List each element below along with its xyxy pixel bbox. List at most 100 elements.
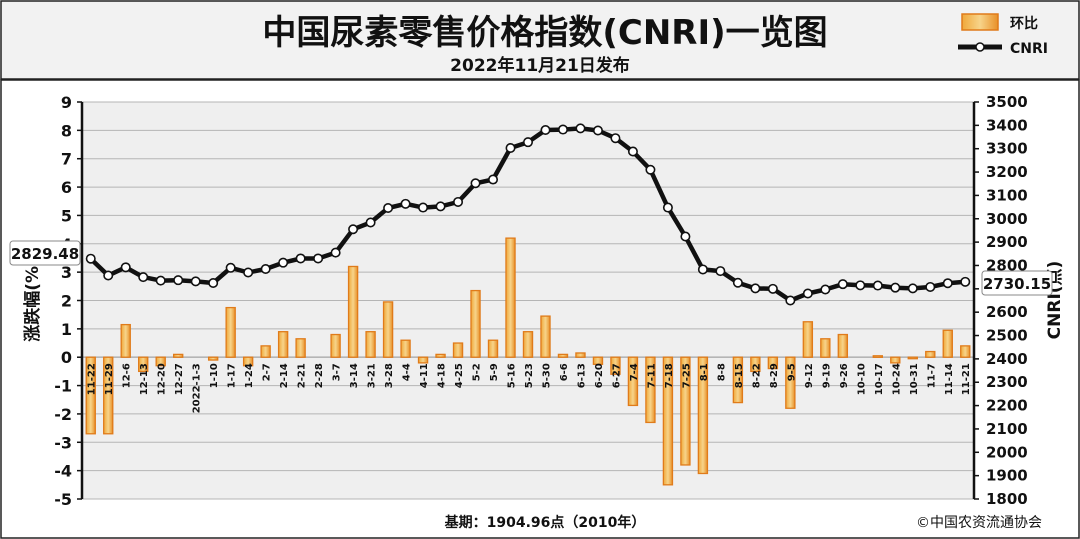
x-tick-label: 6-20 [594,363,605,388]
cnri-point [785,295,796,306]
x-tick-label: 5-30 [541,363,552,388]
header-band [0,0,1080,80]
cnri-point [890,282,901,293]
x-tick-label: 12-27 [174,363,185,395]
cnri-point [732,277,743,288]
x-tick-label: 2-28 [314,363,325,388]
left-tick-label: -2 [54,405,72,424]
x-tick-label: 7-4 [629,363,640,381]
cnri-point [103,270,114,281]
x-tick-label: 11-7 [926,363,937,388]
cnri-point [942,278,953,289]
end-value-box [981,270,1053,296]
right-tick-label: 3300 [986,140,1028,158]
bar [837,333,849,358]
bar [295,338,306,358]
bar [242,356,254,367]
x-tick-label: 5-23 [524,363,535,388]
cnri-point [872,280,883,291]
cnri-point [820,284,831,295]
cnri-point [488,174,499,185]
left-tick-label: -1 [54,377,72,396]
right-tick-label: 2600 [986,303,1028,321]
bar [750,356,761,373]
x-tick-label: 7-18 [664,363,675,388]
x-tick-label: 2022-1-3 [192,363,203,413]
legend-line-label: CNRI [1010,41,1048,57]
cnri-point [557,124,568,135]
left-tick-label: 2 [61,292,72,311]
cnri-point [173,275,184,286]
x-tick-label: 8-15 [734,363,745,388]
right-tick-label: 3000 [986,210,1028,228]
right-tick-label: 2300 [986,373,1028,391]
x-tick-label: 9-12 [804,363,815,388]
bar [452,342,464,358]
x-tick-label: 8-29 [769,363,780,388]
bar [487,339,499,358]
cnri-point [278,257,289,268]
legend-bar-label: 环比 [1010,15,1038,32]
x-tick-label: 9-26 [839,363,850,388]
right-tick-label: 2800 [986,256,1028,274]
x-tick-label: 10-17 [874,363,885,395]
bar [435,353,446,358]
left-tick-label: 3 [61,263,72,282]
cnri-point [138,272,149,283]
bar [277,331,289,358]
x-tick-label: 3-7 [332,363,343,381]
x-tick-label: 12-6 [122,363,133,388]
x-tick-label: 5-9 [489,363,500,381]
cnri-point [925,281,936,292]
x-tick-label: 6-6 [559,363,570,381]
x-tick-label: 8-22 [751,363,762,388]
cnri-point [365,217,376,228]
cnri-point [330,247,341,258]
right-tick-label: 3400 [986,116,1028,134]
x-tick-label: 8-1 [699,363,710,381]
cnri-point [575,123,586,134]
cnri-point [697,264,708,275]
x-tick-label: 7-25 [681,363,692,388]
cnri-point [470,178,481,189]
right-tick-label: 1900 [986,467,1028,485]
bar [820,338,831,358]
cnri-point [837,279,848,290]
x-tick-label: 9-5 [786,363,797,381]
bar [417,356,429,364]
x-tick-label: 4-25 [454,363,465,388]
bar [697,356,709,475]
bar [767,356,779,370]
bar [522,331,534,358]
bar [942,329,953,358]
cnri-point [295,253,306,264]
x-tick-label: 9-19 [821,363,832,388]
cnri-point [435,201,446,212]
right-tick-label: 3100 [986,186,1028,204]
x-tick-label: 6-13 [576,363,587,388]
cnri-point [680,231,691,242]
chart-subtitle: 2022年11月21日发布 [450,55,630,76]
left-tick-label: 6 [61,178,72,197]
cnri-point [592,125,603,136]
bar [907,356,918,360]
cnri-point [348,224,359,235]
left-tick-label: 8 [61,121,72,140]
bar [365,331,376,358]
bar [382,301,394,358]
bar [225,306,236,358]
x-tick-label: 4-11 [419,363,430,388]
bar [120,323,131,358]
cnri-point [505,143,516,154]
cnri-point [313,253,324,264]
cnri-point [855,280,866,291]
cnri-point [767,283,778,294]
cnri-point [400,198,411,209]
legend-bar-swatch [961,13,999,31]
x-tick-label: 8-8 [716,363,727,381]
x-tick-label: 11-14 [944,363,955,395]
copyright-note: ©中国农资流通协会 [916,515,1042,531]
x-tick-label: 11-29 [104,363,115,395]
cnri-point [907,283,918,294]
